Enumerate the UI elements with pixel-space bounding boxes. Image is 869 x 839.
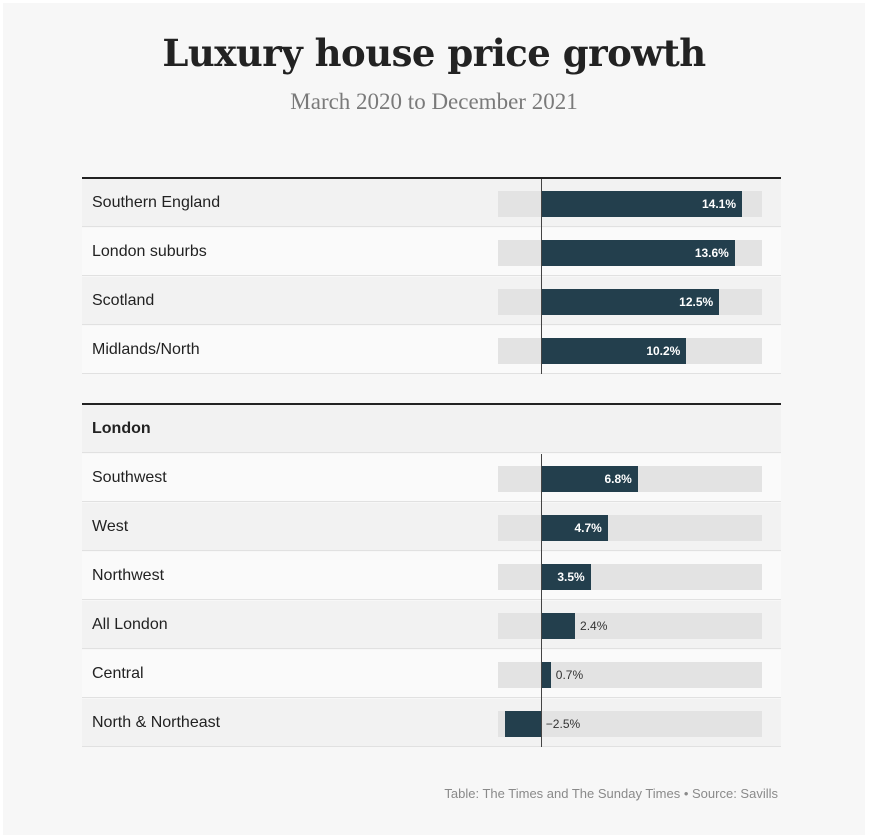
row-divider xyxy=(82,373,781,374)
chart-panel: Luxury house price growth March 2020 to … xyxy=(3,3,865,835)
bar xyxy=(540,191,742,217)
bar-value-label: −2.5% xyxy=(545,717,581,731)
bar xyxy=(540,613,576,639)
row-label: Northwest xyxy=(92,567,165,584)
row-label: Southwest xyxy=(92,469,167,486)
zero-axis-line xyxy=(540,179,542,374)
row-divider xyxy=(82,550,781,551)
bar-value-label: 6.8% xyxy=(604,472,632,486)
bar-value-label: 14.1% xyxy=(701,197,736,211)
row-label: Central xyxy=(92,665,144,682)
bar-track xyxy=(498,613,762,639)
row-label: North & Northeast xyxy=(92,714,221,731)
table-row: West 4.7% xyxy=(82,503,781,551)
row-divider xyxy=(82,697,781,698)
row-label: Southern England xyxy=(92,194,221,211)
bar-value-label: 2.4% xyxy=(580,619,608,633)
table-row: North & Northeast −2.5% xyxy=(82,699,781,747)
row-divider xyxy=(82,452,781,453)
bar xyxy=(540,338,687,364)
zero-axis-line xyxy=(540,454,542,747)
group-rule xyxy=(82,403,781,405)
table-row: Southwest 6.8% xyxy=(82,454,781,502)
chart-title: Luxury house price growth xyxy=(162,31,706,75)
bar-value-label: 0.7% xyxy=(555,668,584,682)
row-divider xyxy=(82,746,781,747)
table-row: Northwest 3.5% xyxy=(82,552,781,600)
bar xyxy=(540,240,735,266)
bar xyxy=(505,711,541,737)
bar xyxy=(540,662,551,688)
table-row: Central 0.7% xyxy=(82,650,781,698)
row-divider xyxy=(82,324,781,325)
group-header-row: London xyxy=(82,405,781,453)
row-label: West xyxy=(92,518,129,535)
bar-value-label: 4.7% xyxy=(574,521,602,535)
bar xyxy=(540,515,608,541)
group-rule xyxy=(82,177,781,179)
row-divider xyxy=(82,275,781,276)
source-note: Table: The Times and The Sunday Times • … xyxy=(444,786,778,801)
row-label: London suburbs xyxy=(92,243,207,260)
bar-value-label: 13.6% xyxy=(694,246,729,260)
table-row: All London 2.4% xyxy=(82,601,781,649)
row-divider xyxy=(82,599,781,600)
row-label: Midlands/North xyxy=(92,341,200,358)
bar-track xyxy=(498,662,762,688)
row-label: All London xyxy=(92,616,168,633)
table-row: Midlands/North 10.2% xyxy=(82,326,781,374)
bar-value-label: 3.5% xyxy=(557,570,585,584)
bar-track xyxy=(498,711,762,737)
table-row: Southern England 14.1% xyxy=(82,179,781,227)
row-divider xyxy=(82,226,781,227)
row-label: Scotland xyxy=(92,292,155,309)
table-row: London suburbs 13.6% xyxy=(82,228,781,276)
bar xyxy=(540,564,591,590)
row-divider xyxy=(82,648,781,649)
bar-track xyxy=(498,564,762,590)
chart-subtitle: March 2020 to December 2021 xyxy=(290,89,578,114)
bar xyxy=(540,289,720,315)
table-row: Scotland 12.5% xyxy=(82,277,781,325)
row-divider xyxy=(82,501,781,502)
group-header-label: London xyxy=(92,420,151,437)
bar xyxy=(540,466,638,492)
bar-value-label: 12.5% xyxy=(679,295,714,309)
bar-value-label: 10.2% xyxy=(646,344,681,358)
bar-track xyxy=(498,515,762,541)
